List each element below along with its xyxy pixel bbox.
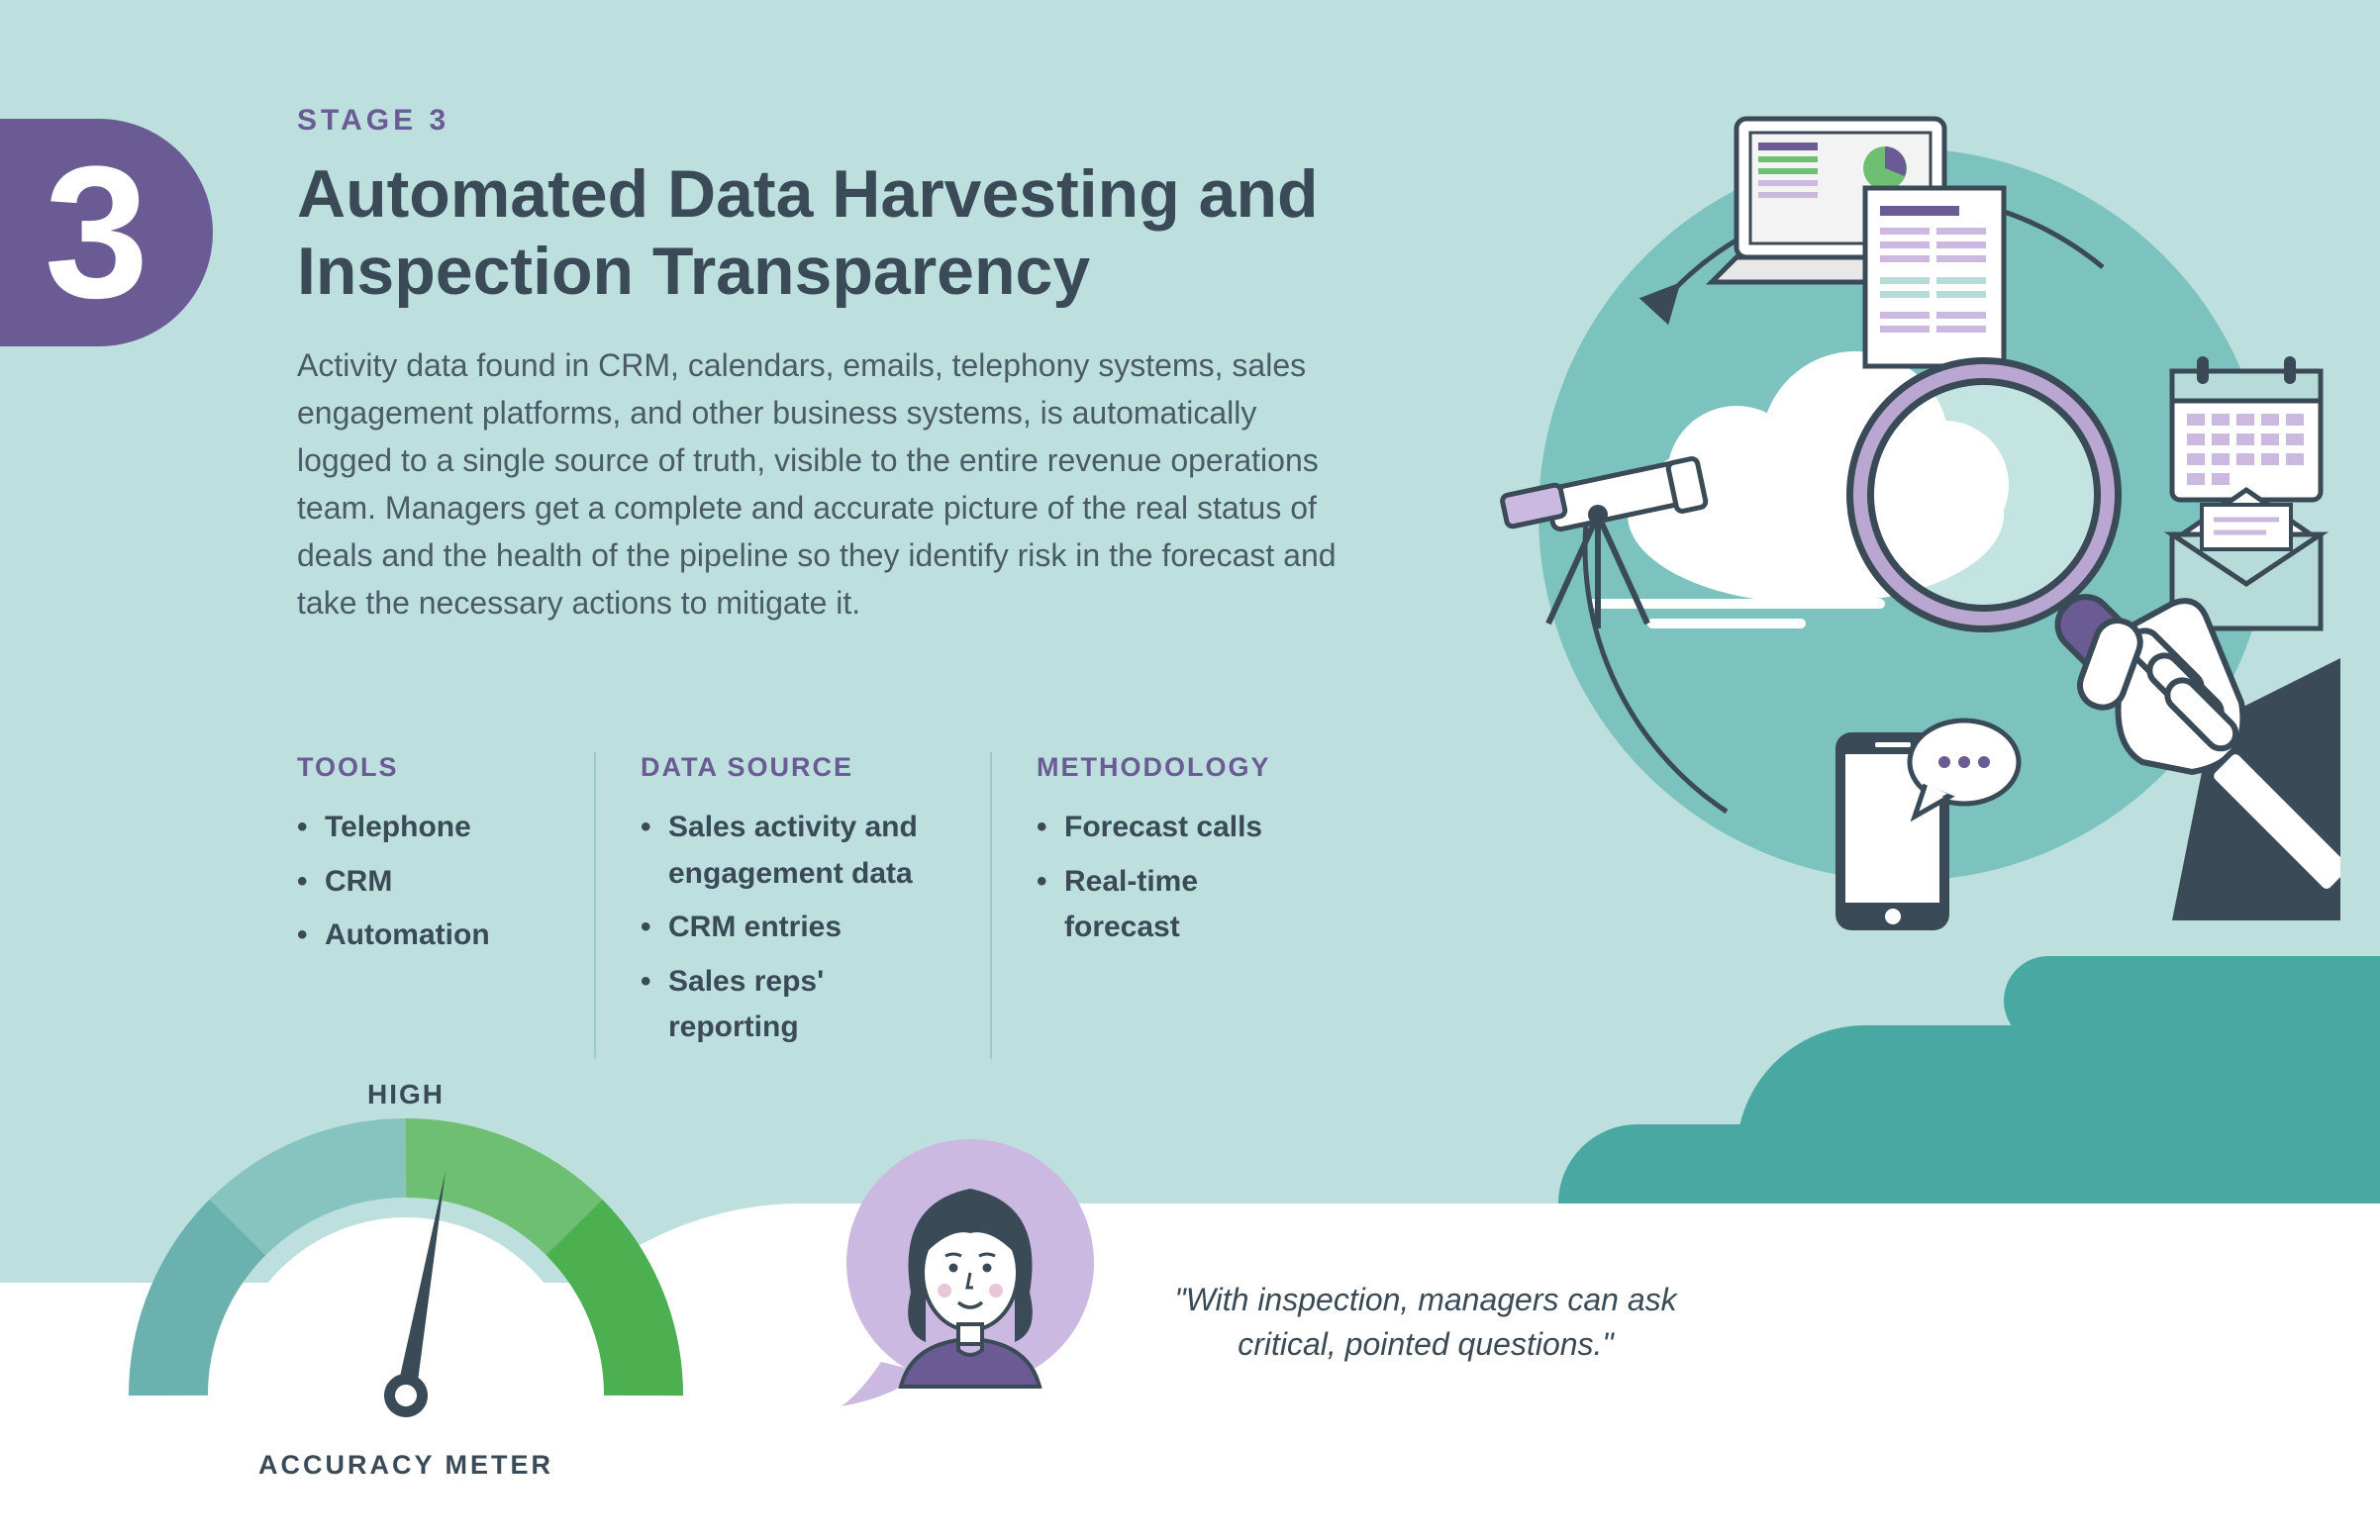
accuracy-meter: HIGH ACCURACY METER [109,1108,703,1481]
data-source-column: DATA SOURCE Sales activity and engagemen… [594,752,990,1059]
quote-text: "With inspection, managers can ask criti… [1129,1278,1723,1367]
list-item: Forecast calls [1037,805,1322,851]
illustration-icon [1390,79,2340,990]
data-source-heading: DATA SOURCE [641,752,945,783]
methodology-heading: METHODOLOGY [1037,752,1322,783]
stage-number: 3 [45,139,149,327]
list-item: Automation [297,913,549,959]
tools-list: Telephone CRM Automation [297,805,549,959]
methodology-list: Forecast calls Real-time forecast [1037,805,1322,951]
infographic-canvas: 3 STAGE 3 Automated Data Harvesting and … [0,0,2380,1540]
avatar-icon [842,1134,1099,1411]
avatar-bubble [842,1134,1099,1392]
list-item: Telephone [297,805,549,851]
category-columns: TOOLS Telephone CRM Automation DATA SOUR… [297,752,1366,1059]
meter-gauge-icon [109,1108,703,1425]
list-item: Real-time forecast [1037,859,1322,951]
calendar-icon [2172,356,2321,500]
list-item: CRM entries [641,905,945,951]
meter-caption: ACCURACY METER [109,1450,703,1481]
data-source-list: Sales activity and engagement data CRM e… [641,805,945,1051]
list-item: CRM [297,859,549,906]
content-block: STAGE 3 Automated Data Harvesting and In… [297,104,1337,626]
stage-badge: 3 [0,119,213,346]
stage-eyebrow: STAGE 3 [297,104,1337,138]
list-item: Sales activity and engagement data [641,805,945,897]
hero-illustration [1390,79,2340,990]
tools-column: TOOLS Telephone CRM Automation [297,752,594,1059]
body-text: Activity data found in CRM, calendars, e… [297,341,1337,626]
document-icon [1865,188,2004,366]
list-item: Sales reps' reporting [641,959,945,1051]
tools-heading: TOOLS [297,752,549,783]
page-title: Automated Data Harvesting and Inspection… [297,155,1337,310]
meter-high-label: HIGH [367,1079,445,1110]
methodology-column: METHODOLOGY Forecast calls Real-time for… [990,752,1366,1059]
